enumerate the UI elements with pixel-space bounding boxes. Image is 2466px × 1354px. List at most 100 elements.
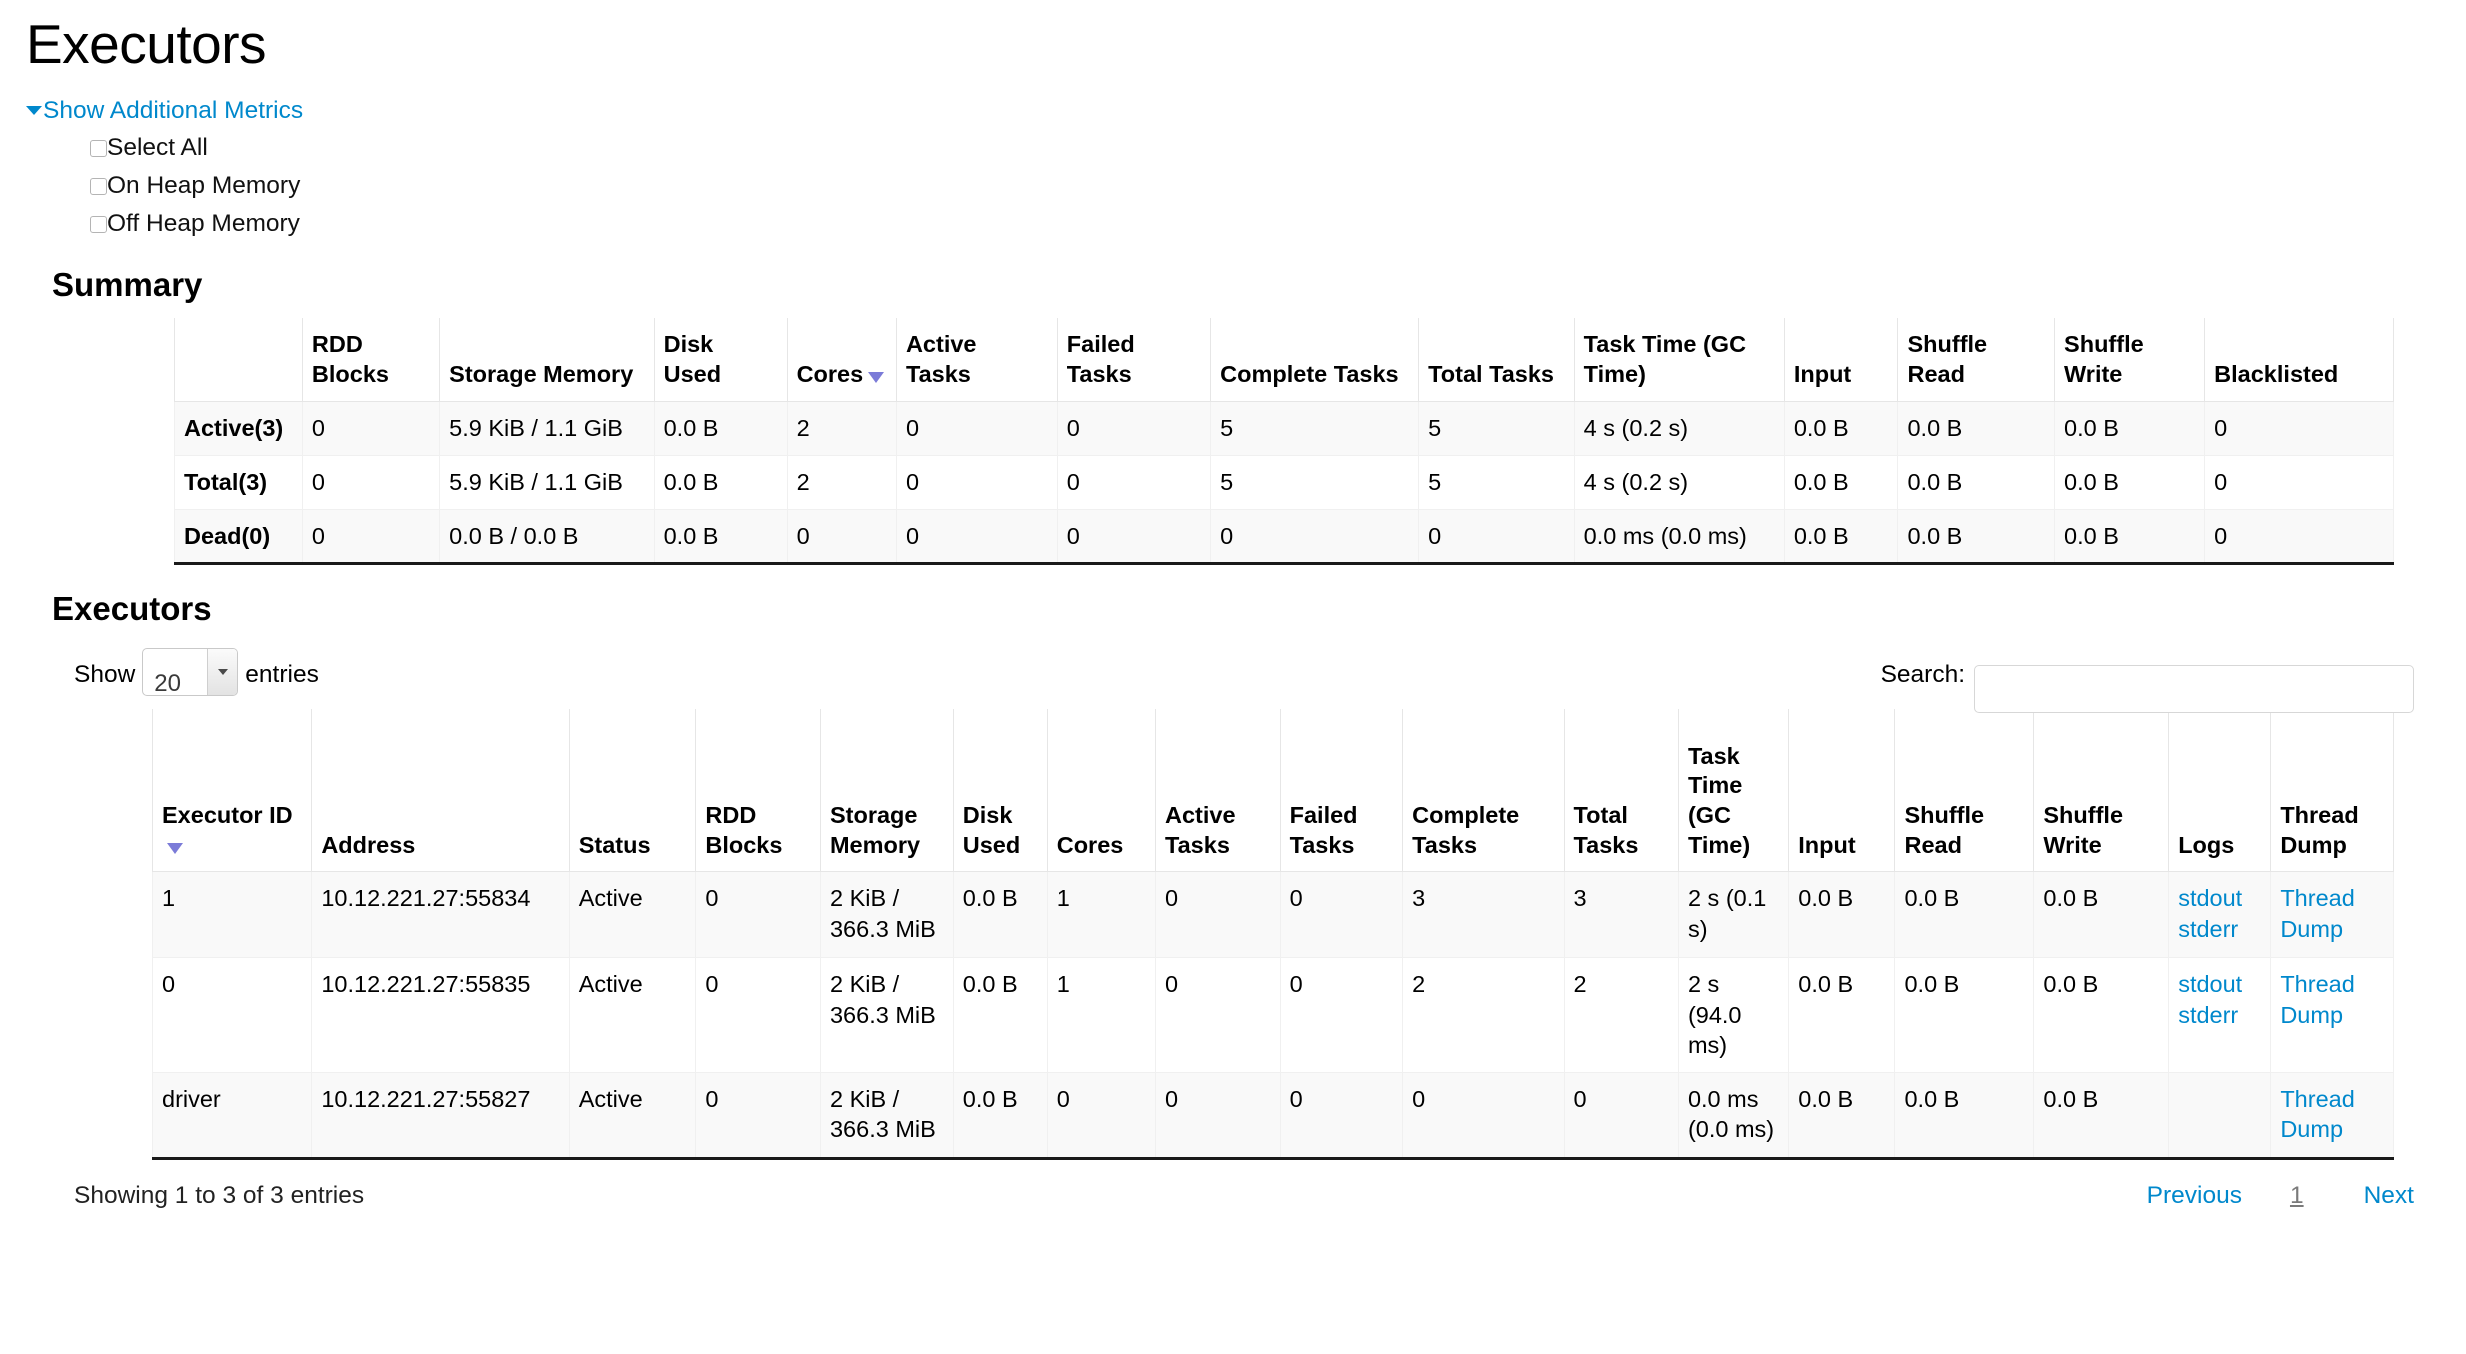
exec-col-failed-tasks[interactable]: Failed Tasks [1279, 708, 1404, 873]
exec-cell-task-time: 2 s (0.1 s) [1677, 871, 1790, 959]
executors-section-title: Executors [52, 590, 212, 628]
stdout-link[interactable]: stdout [2178, 885, 2243, 912]
exec-col-executor-id[interactable]: Executor ID [151, 708, 313, 873]
executors-table: Executor ID Address Status RDD Blocks St… [151, 708, 2394, 1160]
thread-dump-link[interactable]: Thread Dump [2280, 971, 2355, 1028]
summary-col-blank[interactable] [174, 318, 303, 403]
checkbox-select-all[interactable] [90, 139, 107, 157]
exec-cell-complete-tasks: 2 [1402, 957, 1565, 1073]
pagination-next[interactable]: Next [2363, 1181, 2414, 1209]
stderr-link[interactable]: stderr [2178, 1001, 2239, 1028]
summary-cell-active-tasks: 0 [895, 508, 1058, 565]
metric-option-select-all[interactable]: Select All [26, 129, 2440, 167]
exec-col-active-tasks[interactable]: Active Tasks [1155, 708, 1281, 873]
summary-cell-complete-tasks: 0 [1210, 508, 1420, 565]
exec-cell-input: 0.0 B [1788, 871, 1896, 959]
table-footer: Showing 1 to 3 of 3 entries Previous 1 Nex… [26, 1182, 2440, 1242]
exec-col-shuffle-write[interactable]: Shuffle Write [2033, 708, 2170, 873]
summary-col-active-tasks[interactable]: Active Tasks [895, 318, 1058, 403]
summary-col-total-tasks[interactable]: Total Tasks [1418, 318, 1575, 403]
executors-header-row: Executor ID Address Status RDD Blocks St… [151, 708, 2394, 873]
exec-cell-thread-dump: Thread Dump [2270, 957, 2394, 1073]
exec-col-shuffle-read[interactable]: Shuffle Read [1894, 708, 2035, 873]
summary-row-label: Active(3) [174, 401, 303, 457]
exec-cell-disk-used: 0.0 B [952, 957, 1048, 1073]
summary-col-rdd-blocks[interactable]: RDD Blocks [301, 318, 441, 403]
exec-cell-total-tasks: 0 [1563, 1071, 1679, 1159]
summary-col-blacklisted[interactable]: Blacklisted [2204, 318, 2394, 403]
executors-controls: Show 20 entries Search: [26, 647, 2440, 713]
exec-cell-thread-dump: Thread Dump [2270, 871, 2394, 959]
table-row: 1 10.12.221.27:55834 Active 0 2 KiB / 36… [151, 871, 2394, 959]
pagination-page-1[interactable]: 1 [2289, 1181, 2304, 1209]
summary-header-row: RDD Blocks Storage Memory Disk Used Core… [174, 318, 2394, 403]
summary-cell-storage-memory: 0.0 B / 0.0 B [439, 508, 655, 565]
summary-cell-cores: 2 [786, 401, 897, 457]
entries-prefix-label: Show [74, 660, 136, 688]
summary-cell-input: 0.0 B [1783, 401, 1899, 457]
pagination-previous[interactable]: Previous [2146, 1181, 2242, 1209]
exec-cell-storage-memory: 2 KiB / 366.3 MiB [819, 957, 954, 1073]
thread-dump-link[interactable]: Thread Dump [2280, 885, 2355, 942]
exec-col-input[interactable]: Input [1788, 708, 1896, 873]
entries-info: Showing 1 to 3 of 3 entries [74, 1181, 365, 1209]
exec-cell-shuffle-write: 0.0 B [2033, 1071, 2170, 1159]
exec-col-address[interactable]: Address [311, 708, 570, 873]
exec-cell-address: 10.12.221.27:55834 [311, 871, 570, 959]
entries-suffix-label: entries [245, 660, 319, 688]
summary-col-storage-memory[interactable]: Storage Memory [439, 318, 655, 403]
exec-cell-shuffle-write: 0.0 B [2033, 871, 2170, 959]
summary-col-input[interactable]: Input [1783, 318, 1899, 403]
summary-cell-total-tasks: 0 [1418, 508, 1575, 565]
exec-cell-disk-used: 0.0 B [952, 1071, 1048, 1159]
exec-cell-active-tasks: 0 [1155, 1071, 1281, 1159]
show-additional-metrics-toggle[interactable]: Show Additional Metrics [26, 97, 303, 125]
summary-cell-cores: 0 [786, 508, 897, 565]
exec-col-thread-dump[interactable]: Thread Dump [2270, 708, 2394, 873]
summary-cell-complete-tasks: 5 [1210, 401, 1420, 457]
exec-col-task-time[interactable]: Task Time (GC Time) [1677, 708, 1790, 873]
entries-select[interactable]: 20 [142, 647, 239, 697]
summary-col-cores[interactable]: Cores [786, 318, 897, 403]
summary-cell-failed-tasks: 0 [1056, 508, 1212, 565]
exec-col-disk-used[interactable]: Disk Used [952, 708, 1048, 873]
exec-col-logs[interactable]: Logs [2168, 708, 2272, 873]
caret-down-icon [26, 105, 42, 115]
search-input[interactable] [1974, 664, 2414, 713]
summary-cell-shuffle-write: 0.0 B [2054, 401, 2206, 457]
entries-select-value: 20 [154, 669, 181, 697]
metric-option-on-heap-memory[interactable]: On Heap Memory [26, 167, 2440, 205]
summary-cell-shuffle-write: 0.0 B [2054, 455, 2206, 510]
exec-col-cores[interactable]: Cores [1046, 708, 1157, 873]
summary-col-shuffle-write[interactable]: Shuffle Write [2054, 318, 2206, 403]
summary-cell-task-time: 4 s (0.2 s) [1573, 401, 1785, 457]
exec-col-rdd-blocks[interactable]: RDD Blocks [695, 708, 821, 873]
summary-cell-task-time: 0.0 ms (0.0 ms) [1573, 508, 1785, 565]
summary-cell-disk-used: 0.0 B [653, 401, 788, 457]
exec-cell-cores: 1 [1046, 871, 1157, 959]
summary-col-shuffle-read[interactable]: Shuffle Read [1897, 318, 2056, 403]
exec-cell-complete-tasks: 3 [1402, 871, 1565, 959]
summary-col-failed-tasks[interactable]: Failed Tasks [1056, 318, 1212, 403]
exec-col-storage-memory[interactable]: Storage Memory [819, 708, 954, 873]
stdout-link[interactable]: stdout [2178, 971, 2243, 998]
summary-col-disk-used[interactable]: Disk Used [653, 318, 788, 403]
thread-dump-link[interactable]: Thread Dump [2280, 1085, 2355, 1143]
summary-row-label: Total(3) [174, 455, 303, 510]
exec-cell-storage-memory: 2 KiB / 366.3 MiB [819, 871, 954, 959]
exec-cell-input: 0.0 B [1788, 957, 1896, 1073]
summary-col-complete-tasks[interactable]: Complete Tasks [1210, 318, 1420, 403]
exec-col-total-tasks[interactable]: Total Tasks [1563, 708, 1679, 873]
chevron-down-icon[interactable] [207, 648, 238, 695]
checkbox-on-heap-memory[interactable] [90, 177, 107, 195]
stderr-link[interactable]: stderr [2178, 915, 2239, 942]
metric-option-off-heap-memory[interactable]: Off Heap Memory [26, 205, 2440, 243]
exec-col-complete-tasks[interactable]: Complete Tasks [1402, 708, 1565, 873]
exec-cell-address: 10.12.221.27:55827 [311, 1071, 570, 1159]
exec-col-status[interactable]: Status [568, 708, 697, 873]
exec-cell-task-time: 2 s (94.0 ms) [1677, 957, 1790, 1073]
summary-col-task-time[interactable]: Task Time (GC Time) [1573, 318, 1785, 403]
summary-cell-task-time: 4 s (0.2 s) [1573, 455, 1785, 510]
checkbox-off-heap-memory[interactable] [90, 215, 107, 233]
